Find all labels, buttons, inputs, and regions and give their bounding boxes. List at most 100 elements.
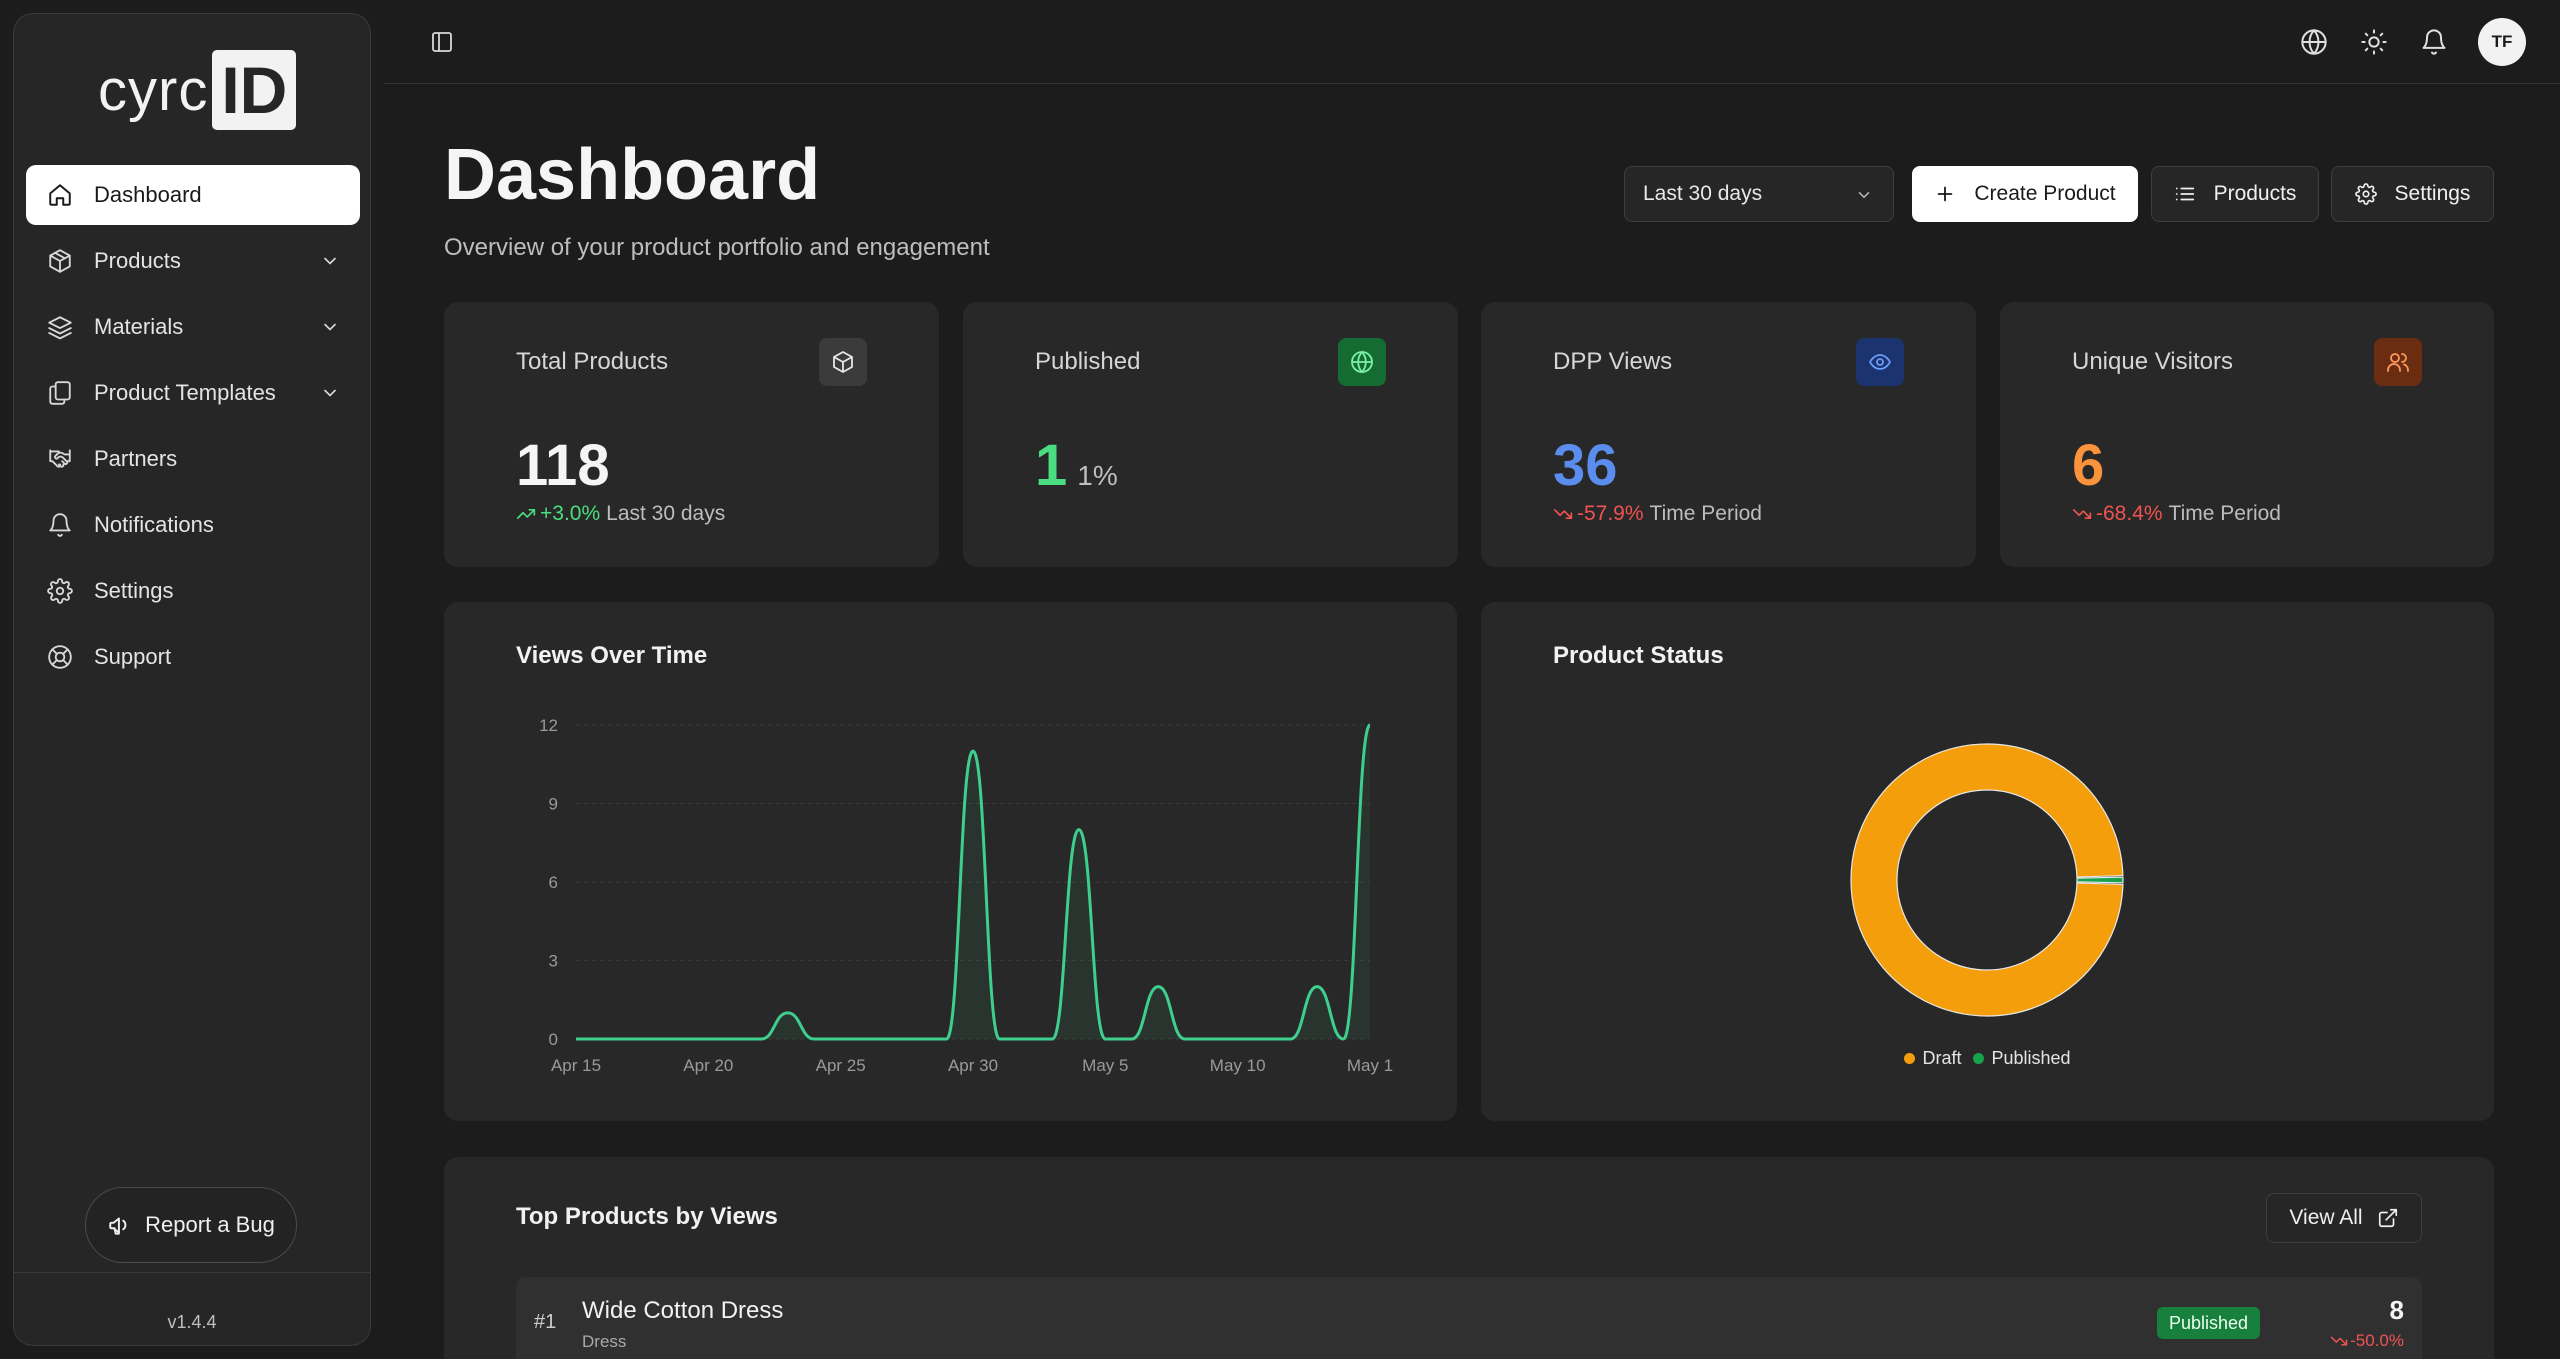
legend-label: Draft	[1922, 1048, 1962, 1068]
create-product-button[interactable]: Create Product	[1912, 166, 2138, 222]
legend-dot	[1904, 1053, 1916, 1064]
create-product-label: Create Product	[1974, 182, 2116, 205]
products-button[interactable]: Products	[2151, 166, 2319, 222]
trending-up-icon	[516, 509, 536, 519]
stat-value: 36	[1553, 433, 1618, 498]
chevron-down-icon[interactable]	[320, 251, 340, 271]
x-tick-label: May 10	[1210, 1056, 1266, 1075]
x-tick-label: Apr 30	[948, 1056, 998, 1075]
chart-legend: Draft Published	[1481, 1048, 2494, 1069]
bell-icon	[46, 511, 74, 539]
product-change: -50.0%	[2330, 1331, 2404, 1351]
sidebar-item-label: Products	[94, 248, 181, 273]
trending-down-icon	[2072, 509, 2092, 519]
topbar	[384, 0, 2560, 84]
sidebar-item-label: Dashboard	[94, 182, 202, 207]
status-badge: Published	[2157, 1307, 2261, 1339]
logo-text: cyrc	[98, 57, 209, 123]
views-line-chart: 0 3 6 9 12 Apr 15 Apr 20 Apr 25 Apr 30 May 5 May 1…	[539, 716, 1393, 1075]
stat-value: 6	[2072, 433, 2105, 498]
sidebar-item-label: Support	[94, 644, 172, 669]
stat-period: Last 30 days	[606, 502, 726, 525]
product-rank: #1	[534, 1311, 557, 1333]
sidebar: cyrc ID Dashboard Products Materials	[13, 13, 371, 1346]
bell-icon[interactable]	[2420, 28, 2448, 56]
chevron-down-icon[interactable]	[320, 383, 340, 403]
stat-value: 118	[516, 433, 610, 498]
report-bug-button[interactable]: Report a Bug	[85, 1187, 297, 1263]
stat-card-dpp-views: DPP Views 36 -57.9% Time Period	[1481, 302, 1976, 567]
products-label: Products	[2213, 182, 2297, 205]
stat-card-unique-visitors: Unique Visitors 6 -68.4% Time Period	[2000, 302, 2494, 567]
globe-icon	[1338, 338, 1386, 386]
stat-value: 1 1%	[1035, 433, 1118, 498]
sidebar-item-product-templates[interactable]: Product Templates	[26, 363, 360, 423]
eye-icon	[1856, 338, 1904, 386]
stat-card-total-products: Total Products 118 +3.0% Last 30 days	[444, 302, 939, 567]
pie-slice-published	[2076, 876, 2124, 884]
stat-label: Unique Visitors	[2072, 348, 2233, 375]
y-tick-label: 3	[549, 952, 558, 971]
x-tick-label: Apr 15	[551, 1056, 601, 1075]
stat-label: DPP Views	[1553, 348, 1673, 375]
sidebar-item-support[interactable]: Support	[26, 627, 360, 687]
chevron-down-icon[interactable]	[320, 317, 340, 337]
sidebar-item-label: Notifications	[94, 512, 214, 537]
settings-label: Settings	[2394, 182, 2471, 205]
stat-change: -57.9%	[1577, 502, 1644, 525]
stat-card-published: Published 1 1%	[963, 302, 1458, 567]
stat-trend: -57.9% Time Period	[1553, 502, 1762, 526]
date-range-select[interactable]: Last 30 days	[1624, 166, 1894, 222]
x-tick-label: Apr 25	[816, 1056, 866, 1075]
stat-period: Time Period	[1649, 502, 1762, 525]
legend-dot	[1973, 1053, 1985, 1064]
sidebar-item-notifications[interactable]: Notifications	[26, 495, 360, 555]
legend-label: Published	[1991, 1048, 2071, 1068]
stat-label: Total Products	[516, 348, 669, 375]
chevron-down-icon	[1858, 192, 1870, 199]
product-status-card: Product Status Draft Published	[1481, 602, 2494, 1121]
x-tick-label: Apr 20	[683, 1056, 733, 1075]
avatar[interactable]: TF	[2478, 18, 2526, 66]
stat-change: -68.4%	[2096, 502, 2163, 525]
files-icon	[46, 379, 74, 407]
sidebar-item-label: Materials	[94, 314, 184, 339]
sidebar-item-materials[interactable]: Materials	[26, 297, 360, 357]
y-tick-label: 0	[549, 1030, 558, 1049]
views-over-time-card: Views Over Time 0 3 6 9 12 Apr 15 Apr 20 Apr 25…	[444, 602, 1457, 1121]
stat-period: Time Period	[2168, 502, 2281, 525]
product-category: Dress	[582, 1332, 627, 1351]
plus-icon	[1938, 186, 1953, 202]
lifebuoy-icon	[46, 643, 74, 671]
date-range-value: Last 30 days	[1643, 182, 1763, 205]
sidebar-item-label: Partners	[94, 446, 178, 471]
layers-icon	[46, 313, 74, 341]
sidebar-item-dashboard[interactable]: Dashboard	[26, 165, 360, 225]
settings-button[interactable]: Settings	[2331, 166, 2494, 222]
series-line	[576, 723, 1372, 1041]
sun-icon[interactable]	[2360, 28, 2388, 56]
globe-icon[interactable]	[2300, 28, 2328, 56]
users-icon	[2374, 338, 2422, 386]
pie-slice-draft	[1850, 743, 2124, 1017]
trending-down-icon	[2330, 1336, 2348, 1346]
view-all-label: View All	[2289, 1206, 2363, 1229]
top-products-card: Top Products by Views View All #1 Wide C…	[444, 1157, 2494, 1359]
top-products-title: Top Products by Views	[516, 1203, 778, 1230]
cube-icon	[819, 338, 867, 386]
stat-change: +3.0%	[540, 502, 601, 525]
page-title: Dashboard	[444, 135, 821, 215]
gear-icon	[46, 577, 74, 605]
sidebar-divider	[14, 1272, 370, 1273]
sidebar-item-products[interactable]: Products	[26, 231, 360, 291]
table-row[interactable]: #1 Wide Cotton Dress Dress Published 8 -…	[516, 1277, 2422, 1359]
status-donut-chart	[1850, 743, 2124, 1017]
product-views: 8	[2389, 1295, 2404, 1325]
sidebar-item-label: Product Templates	[94, 380, 276, 405]
list-icon	[2175, 187, 2194, 201]
sidebar-item-partners[interactable]: Partners	[26, 429, 360, 489]
sidebar-item-settings[interactable]: Settings	[26, 561, 360, 621]
view-all-button[interactable]: View All	[2266, 1193, 2422, 1243]
logo[interactable]: cyrc ID	[98, 44, 297, 136]
sidebar-toggle-icon[interactable]	[430, 30, 454, 54]
